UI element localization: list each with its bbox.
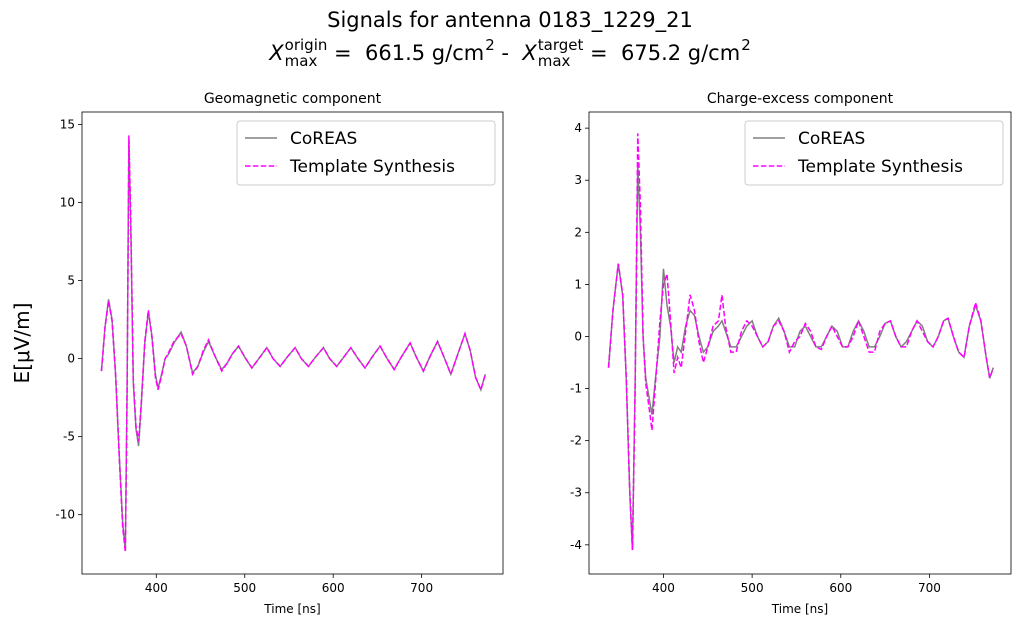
x-tick-label: 700 xyxy=(918,581,941,595)
y-tick-label: -3 xyxy=(570,486,582,500)
subtitle-text: = 661.5 g/cm xyxy=(327,41,484,65)
subtitle-text: X xyxy=(268,41,284,65)
legend-label: CoREAS xyxy=(290,129,357,149)
subtitle-text: X xyxy=(521,41,537,65)
axes-frame xyxy=(81,111,504,575)
legend-label: Template Synthesis xyxy=(797,157,963,177)
y-tick-label: -5 xyxy=(63,430,75,444)
x-tick-label: 500 xyxy=(233,581,256,595)
plot-area xyxy=(607,133,994,551)
x-tick-label: 400 xyxy=(652,581,675,595)
superscript: origin xyxy=(285,36,328,54)
superscript: 2 xyxy=(485,36,495,54)
subtitle-text: = 675.2 g/cm xyxy=(583,41,740,65)
subtitle-text: - xyxy=(495,41,523,65)
y-tick-label: 5 xyxy=(67,274,75,288)
subplot-title: Geomagnetic component xyxy=(204,91,382,107)
subscript: max xyxy=(285,52,318,70)
y-tick-label: 0 xyxy=(574,329,582,343)
data-line xyxy=(607,164,994,551)
data-line xyxy=(100,135,487,553)
y-axis-label: E[μV/m] xyxy=(10,303,34,384)
legend-label: Template Synthesis xyxy=(289,157,455,177)
plot-area xyxy=(100,135,487,553)
superscript: target xyxy=(538,36,584,54)
legend-label: CoREAS xyxy=(798,129,865,149)
x-tick-label: 700 xyxy=(410,581,433,595)
x-tick-label: 600 xyxy=(322,581,345,595)
y-tick-label: -10 xyxy=(55,508,75,522)
x-tick-label: 500 xyxy=(741,581,764,595)
y-tick-label: 15 xyxy=(60,117,75,131)
figure-title: Signals for antenna 0183_1229_21 xyxy=(327,8,693,33)
y-tick-label: 10 xyxy=(60,196,75,210)
x-axis-label: Time [ns] xyxy=(771,602,828,616)
subscript: max xyxy=(538,52,571,70)
y-tick-label: -1 xyxy=(570,382,582,396)
axes-frame xyxy=(588,111,1012,575)
y-tick-label: -4 xyxy=(570,538,582,552)
y-tick-label: 0 xyxy=(67,352,75,366)
x-axis-label: Time [ns] xyxy=(263,602,320,616)
legend-box xyxy=(236,120,496,186)
data-line xyxy=(607,133,994,551)
x-tick-label: 400 xyxy=(145,581,168,595)
x-tick-label: 600 xyxy=(829,581,852,595)
superscript: 2 xyxy=(741,36,751,54)
y-tick-label: 1 xyxy=(574,277,582,291)
legend-box xyxy=(744,120,1004,186)
y-tick-label: 4 xyxy=(574,121,582,135)
data-line xyxy=(100,140,487,551)
y-tick-label: 2 xyxy=(574,225,582,239)
y-tick-label: 3 xyxy=(574,173,582,187)
y-tick-label: -2 xyxy=(570,434,582,448)
subplot-title: Charge-excess component xyxy=(707,91,894,107)
